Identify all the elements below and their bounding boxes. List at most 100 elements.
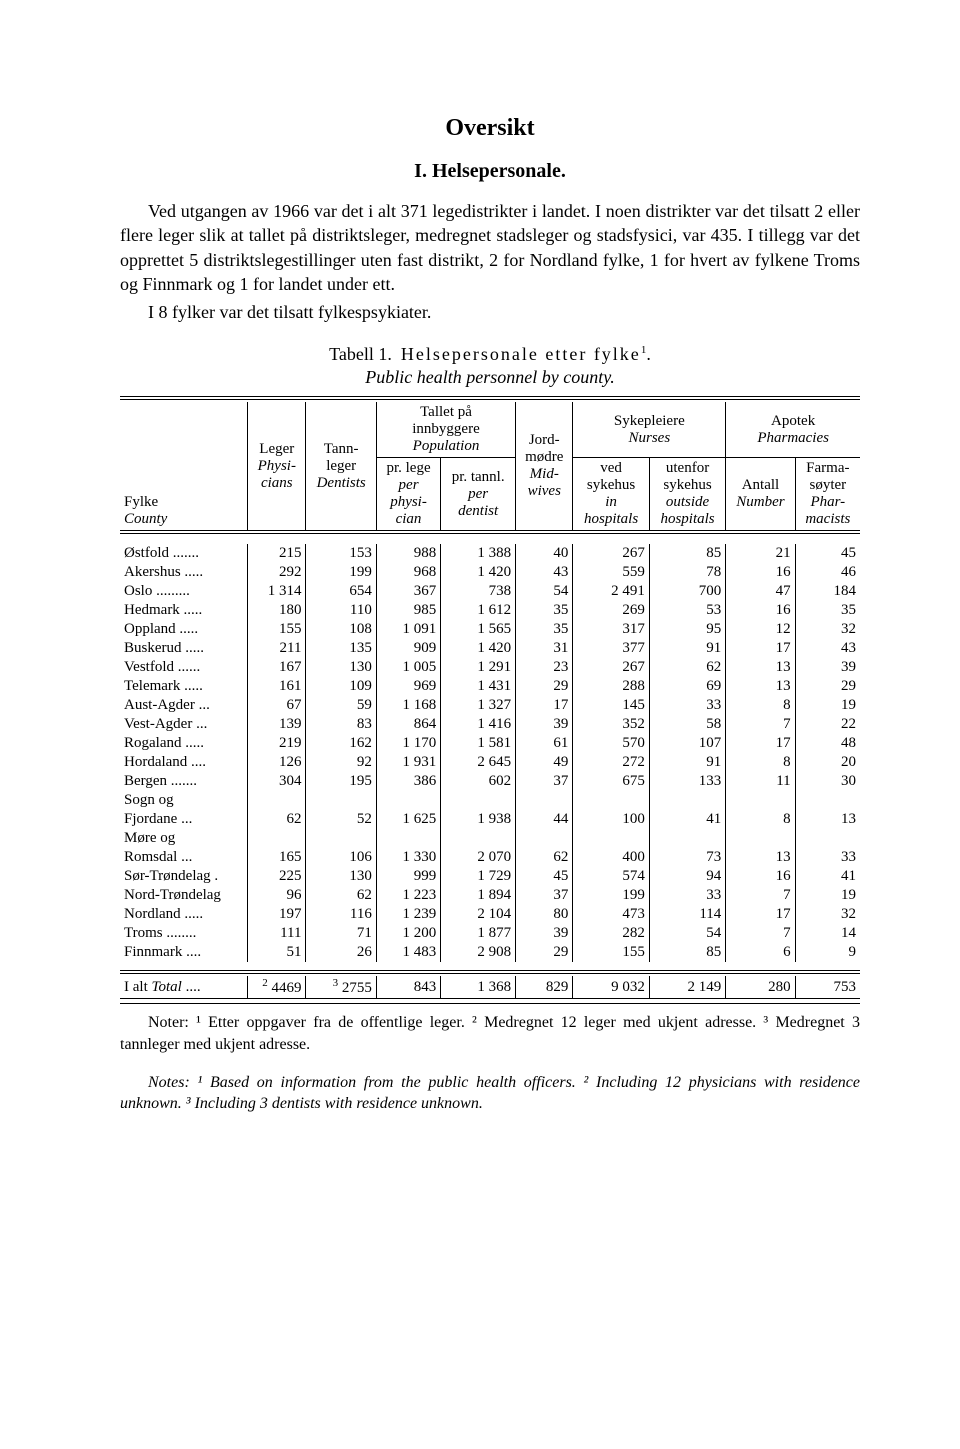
cell: 180	[248, 601, 306, 620]
cell: 16	[726, 867, 795, 886]
cell: 41	[795, 867, 860, 886]
cell: 282	[573, 924, 649, 943]
intro-paragraph-1: Ved utgangen av 1966 var det i alt 371 l…	[120, 199, 860, 296]
cell: 377	[573, 639, 649, 658]
cell: 100	[573, 810, 649, 829]
row-name: Troms ........	[120, 924, 248, 943]
row-name: Sogn og	[120, 791, 248, 810]
cell: 2 908	[441, 943, 516, 962]
cell	[376, 829, 440, 848]
th-leger: LegerPhysi-cians	[248, 402, 306, 531]
cell: 91	[649, 639, 725, 658]
cell: 95	[649, 620, 725, 639]
table-row: Vestfold ......1671301 0051 291232676213…	[120, 658, 860, 677]
table-row: Sør-Trøndelag .2251309991 72945574941641	[120, 867, 860, 886]
cell: 1 612	[441, 601, 516, 620]
cell	[248, 829, 306, 848]
th-nurses: SykepleiereNurses	[573, 402, 726, 458]
cell	[795, 791, 860, 810]
cell: 45	[795, 544, 860, 563]
cell: 133	[649, 772, 725, 791]
cell: 53	[649, 601, 725, 620]
total-cell: 753	[795, 976, 860, 999]
cell: 62	[248, 810, 306, 829]
cell: 400	[573, 848, 649, 867]
cell: 225	[248, 867, 306, 886]
cell: 92	[306, 753, 376, 772]
cell: 700	[649, 582, 725, 601]
cell: 61	[516, 734, 573, 753]
cell: 654	[306, 582, 376, 601]
cell	[376, 791, 440, 810]
section-heading: I. Helsepersonale.	[120, 160, 860, 183]
cell: 999	[376, 867, 440, 886]
cell: 62	[516, 848, 573, 867]
cell: 352	[573, 715, 649, 734]
cell: 184	[795, 582, 860, 601]
row-name: Hedmark .....	[120, 601, 248, 620]
cell: 161	[248, 677, 306, 696]
cell: 130	[306, 867, 376, 886]
cell: 292	[248, 563, 306, 582]
th-population: Tallet påinnbyggerePopulation	[376, 402, 515, 458]
cell: 574	[573, 867, 649, 886]
cell: 21	[726, 544, 795, 563]
cell: 67	[248, 696, 306, 715]
table-caption-label: Tabell 1.	[329, 344, 392, 364]
cell: 269	[573, 601, 649, 620]
cell: 288	[573, 677, 649, 696]
cell: 30	[795, 772, 860, 791]
table-row: Rogaland .....2191621 1701 5816157010717…	[120, 734, 860, 753]
cell: 7	[726, 715, 795, 734]
cell: 1 877	[441, 924, 516, 943]
table-row: Møre og	[120, 829, 860, 848]
cell	[726, 791, 795, 810]
cell: 33	[649, 696, 725, 715]
th-fylke: FylkeCounty	[120, 402, 248, 531]
cell: 32	[795, 620, 860, 639]
row-name: Aust-Agder ...	[120, 696, 248, 715]
cell: 985	[376, 601, 440, 620]
cell: 62	[649, 658, 725, 677]
personnel-table: FylkeCounty LegerPhysi-cians Tann-legerD…	[120, 396, 860, 1004]
total-cell: 843	[376, 976, 440, 999]
cell: 1 291	[441, 658, 516, 677]
cell: 1 894	[441, 886, 516, 905]
cell: 39	[516, 715, 573, 734]
row-name: Telemark .....	[120, 677, 248, 696]
cell: 116	[306, 905, 376, 924]
cell: 106	[306, 848, 376, 867]
th-per-physician: pr. legeperphysi-cian	[376, 458, 440, 531]
cell: 26	[306, 943, 376, 962]
cell: 1 416	[441, 715, 516, 734]
table-row: Finnmark ....51261 4832 908291558569	[120, 943, 860, 962]
cell: 17	[516, 696, 573, 715]
cell: 52	[306, 810, 376, 829]
table-row: Oppland .....1551081 0911 56535317951232	[120, 620, 860, 639]
cell: 1 938	[441, 810, 516, 829]
cell: 2 491	[573, 582, 649, 601]
cell: 111	[248, 924, 306, 943]
row-name: Vest-Agder ...	[120, 715, 248, 734]
cell: 110	[306, 601, 376, 620]
cell: 12	[726, 620, 795, 639]
cell: 19	[795, 696, 860, 715]
table-row: Bergen .......304195386602376751331130	[120, 772, 860, 791]
cell: 199	[306, 563, 376, 582]
cell: 11	[726, 772, 795, 791]
cell: 317	[573, 620, 649, 639]
table-row: Telemark .....1611099691 43129288691329	[120, 677, 860, 696]
cell: 45	[516, 867, 573, 886]
cell: 78	[649, 563, 725, 582]
cell: 602	[441, 772, 516, 791]
total-cell: 2 149	[649, 976, 725, 999]
row-name: Finnmark ....	[120, 943, 248, 962]
cell: 23	[516, 658, 573, 677]
cell: 14	[795, 924, 860, 943]
table-row: Romsdal ...1651061 3302 07062400731333	[120, 848, 860, 867]
cell: 864	[376, 715, 440, 734]
cell: 8	[726, 810, 795, 829]
cell: 1 420	[441, 639, 516, 658]
row-name: Møre og	[120, 829, 248, 848]
cell: 1 431	[441, 677, 516, 696]
